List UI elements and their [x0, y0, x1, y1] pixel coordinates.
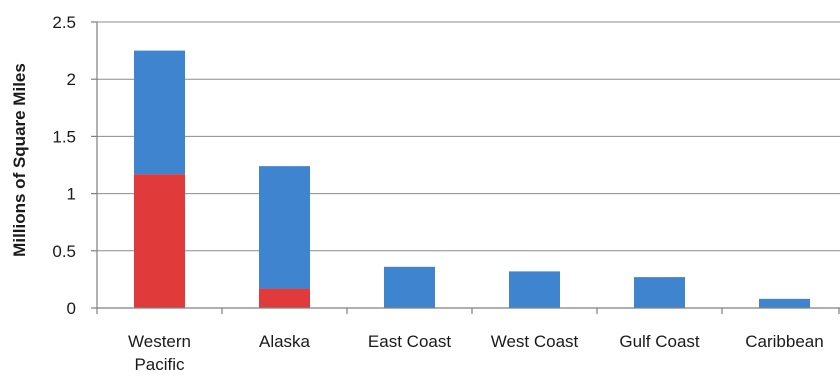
axes [91, 21, 840, 314]
y-axis-title: Millions of Square Miles [10, 63, 29, 257]
bar-segment [259, 288, 310, 308]
y-tick-label: 0.5 [52, 242, 76, 261]
bar-segment [634, 277, 685, 308]
bar-segment [134, 50, 185, 175]
x-tick-label: Alaska [259, 332, 311, 351]
bars [134, 50, 810, 308]
x-tick-label: Caribbean [745, 332, 823, 351]
bar-segment [259, 166, 310, 289]
bar-segment [509, 271, 560, 308]
y-tick-label: 2 [67, 70, 76, 89]
x-tick-labels: Western Pacific Alaska East Coast West Coast… [128, 332, 824, 374]
x-tick-label: East Coast [368, 332, 451, 351]
y-tick-label: 0 [67, 299, 76, 318]
y-tick-label: 1 [67, 185, 76, 204]
y-tick-labels: 0 0.5 1 1.5 2 2.5 [52, 13, 76, 318]
x-tick-label: Gulf Coast [619, 332, 700, 351]
bar-segment [384, 266, 435, 308]
y-tick-label: 1.5 [52, 127, 76, 146]
bar-segment [134, 174, 185, 308]
x-tick-label: West Coast [491, 332, 579, 351]
y-tick-label: 2.5 [52, 13, 76, 32]
bar-segment [759, 298, 810, 308]
gridlines [97, 21, 840, 252]
x-tick-label: Western Pacific [128, 332, 191, 374]
